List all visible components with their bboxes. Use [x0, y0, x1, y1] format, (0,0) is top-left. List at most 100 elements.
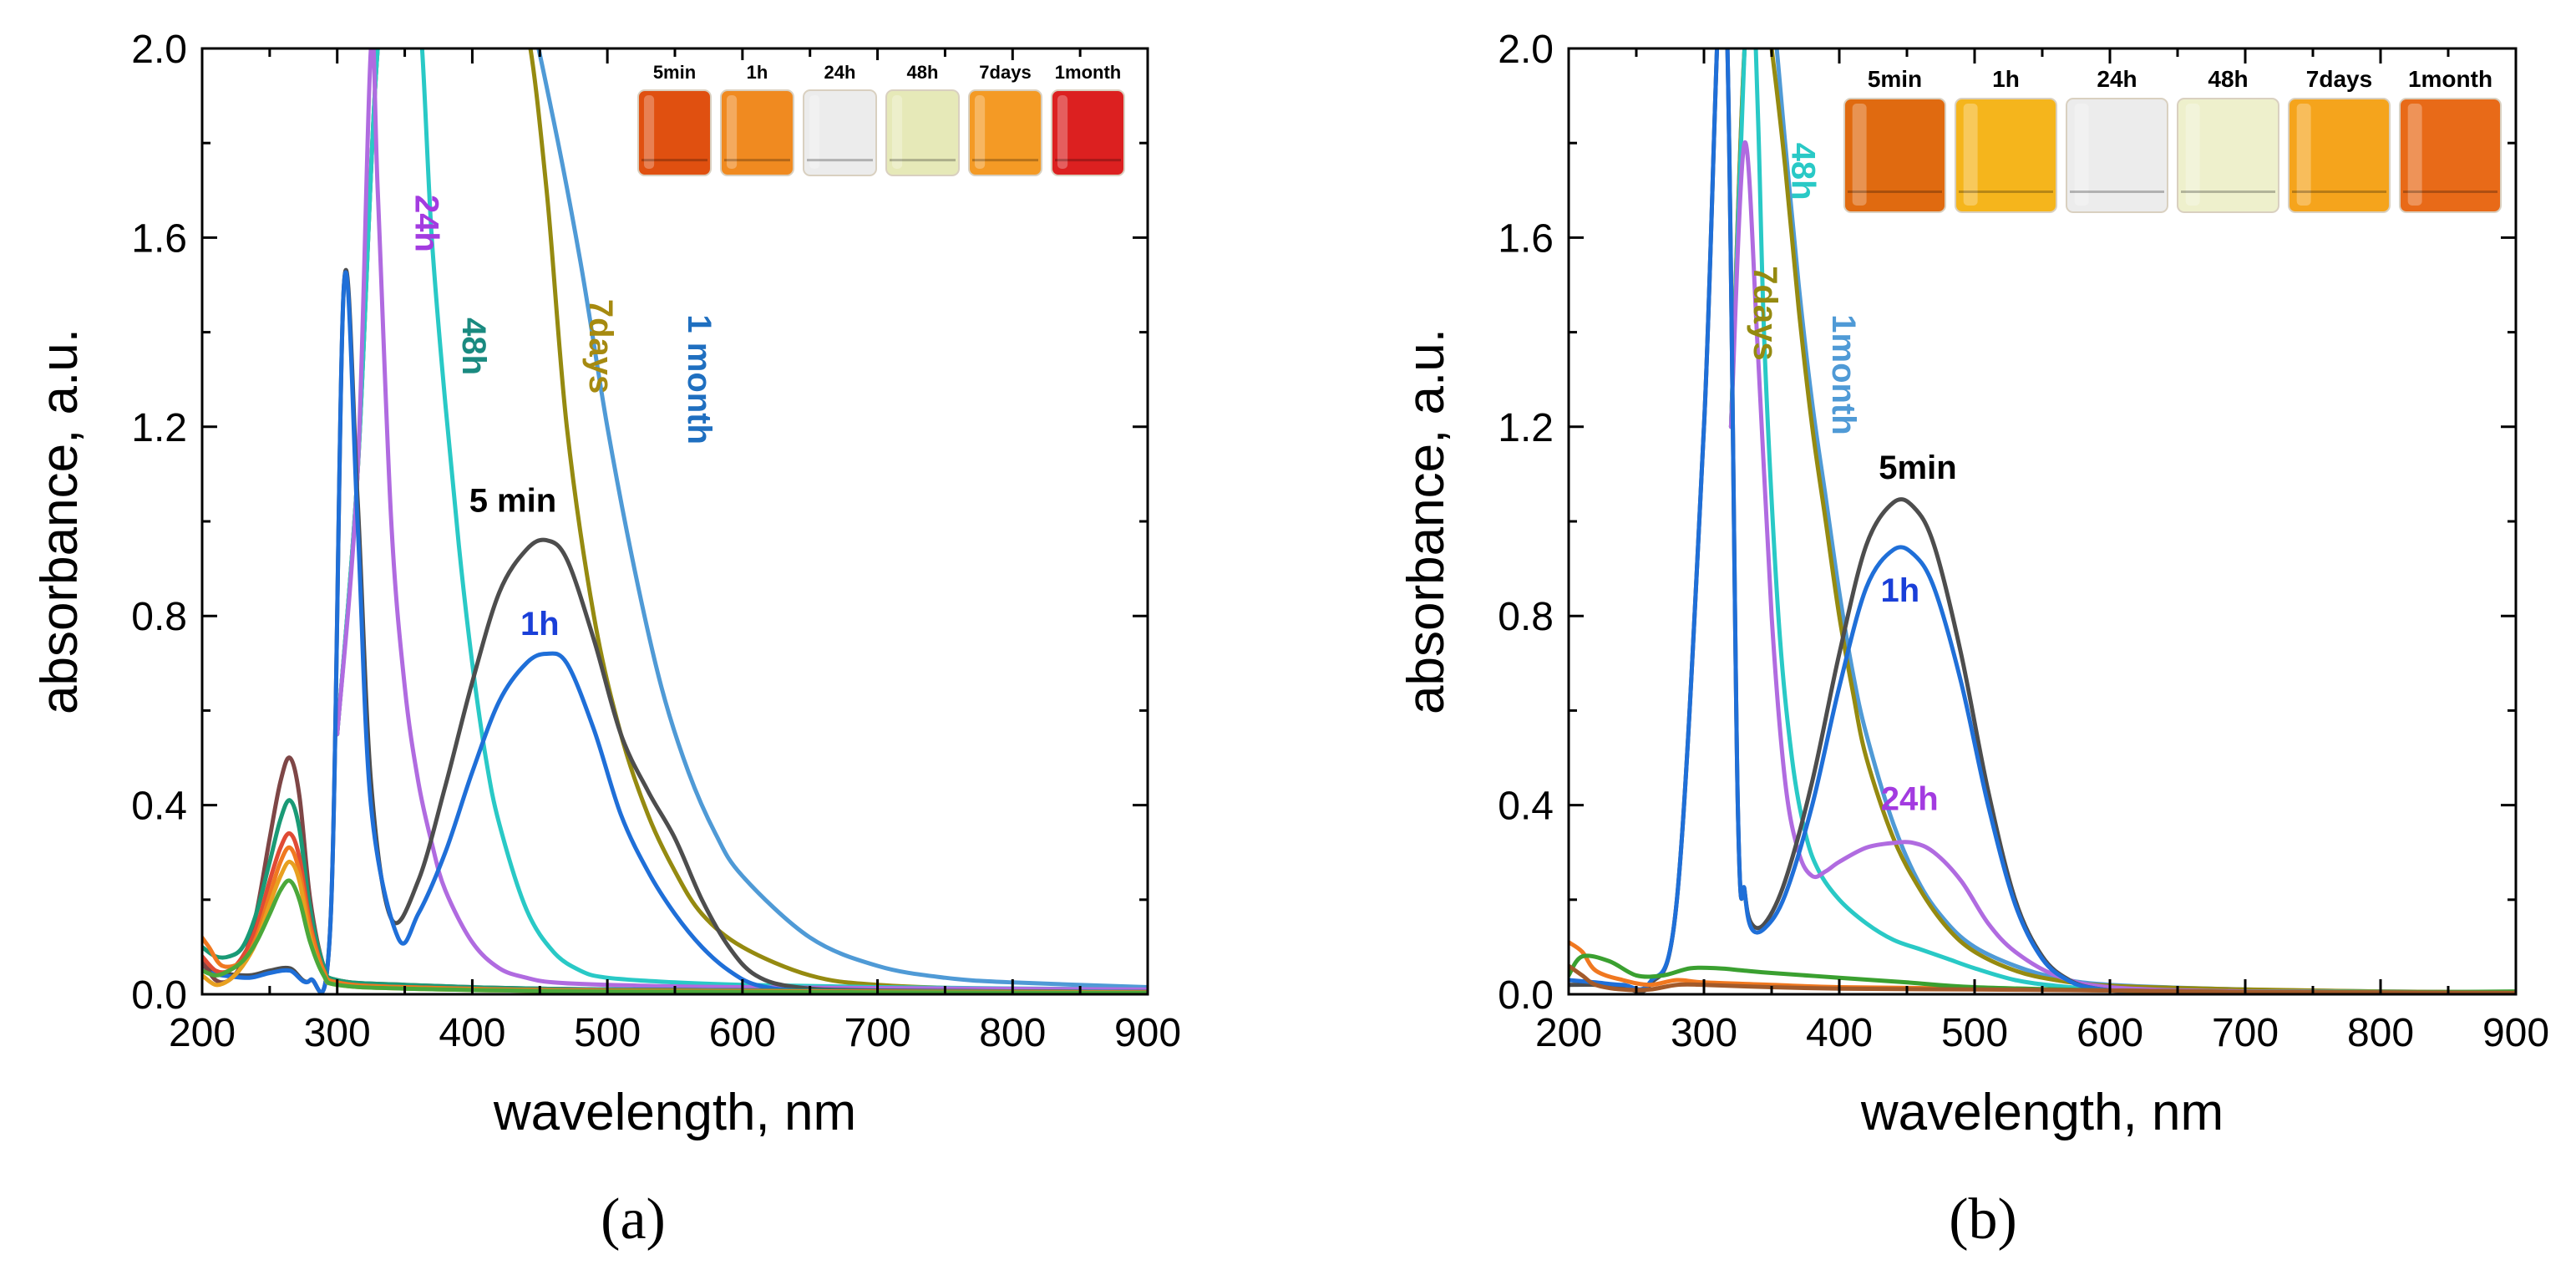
vial-highlight	[643, 95, 655, 169]
x-tick-label: 200	[169, 1011, 236, 1055]
y-tick-label: 1.2	[131, 406, 187, 450]
panel-label: (a)	[601, 1187, 666, 1252]
y-tick-label: 1.2	[1498, 406, 1554, 450]
y-tick-label: 1.6	[131, 216, 187, 261]
series-line-peak-teal	[202, 798, 1148, 994]
x-tick-label: 500	[574, 1011, 641, 1055]
y-tick-label: 0.0	[1498, 973, 1554, 1018]
vial-liquid	[637, 89, 712, 176]
vial: 7days	[2288, 66, 2391, 213]
vial-highlight	[1963, 104, 1978, 206]
vial: 1h	[1955, 66, 2057, 213]
vial-label: 1month	[1055, 62, 1121, 83]
vial-highlight	[974, 95, 986, 169]
vial: 1month	[2399, 66, 2502, 213]
series-group	[1569, 48, 2516, 994]
x-tick-label: 300	[304, 1011, 371, 1055]
vial-label: 1h	[747, 62, 768, 83]
y-tick-label: 0.8	[131, 595, 187, 639]
series-line-flat-brown	[1569, 963, 2516, 994]
x-tick-label: 800	[979, 1011, 1046, 1055]
vial-label: 7days	[979, 62, 1031, 83]
curve-annotation: 1h	[1881, 572, 1920, 609]
vial-label: 5min	[1868, 66, 1922, 92]
x-tick-label: 700	[844, 1011, 911, 1055]
series-line-1h	[1569, 48, 2516, 994]
curve-annotation: 7days	[582, 299, 619, 394]
vial-label: 1h	[1992, 66, 2020, 92]
vial: 48h	[885, 62, 960, 176]
curve-annotation: 24h	[1881, 780, 1939, 817]
curve-annotation: 5 min	[469, 483, 556, 520]
vial-highlight	[726, 95, 738, 169]
vial-label: 5min	[653, 62, 696, 83]
curve-annotation: 5min	[1879, 450, 1956, 486]
y-tick-label: 0.8	[1498, 595, 1554, 639]
x-axis-title: wavelength, nm	[493, 1084, 856, 1141]
vial-liquid	[1051, 89, 1125, 176]
vial: 7days	[968, 62, 1042, 176]
vial-highlight	[891, 95, 903, 169]
y-axis-title: absorbance, a.u.	[1397, 328, 1455, 714]
vial-liquid	[2288, 98, 2391, 213]
series-line-48h	[335, 48, 1148, 992]
vial-label: 1month	[2408, 66, 2492, 92]
y-tick-label: 2.0	[131, 28, 187, 72]
vial-highlight	[1057, 95, 1068, 169]
vial-liquid	[1955, 98, 2057, 213]
series-line-48h	[1728, 48, 2516, 994]
vial: 24h	[2066, 66, 2168, 213]
inset-background	[1839, 64, 2506, 216]
curve-annotation: 1 month	[681, 314, 718, 444]
vial-liquid	[1843, 98, 1946, 213]
series-line-peak-amber	[202, 860, 1148, 994]
curve-annotation: 1h	[520, 606, 560, 643]
x-tick-label: 600	[709, 1011, 776, 1055]
series-line-peak-green	[202, 878, 1148, 994]
series-line-1-month	[335, 48, 1148, 989]
vial: 5min	[637, 62, 712, 176]
vial-label: 48h	[907, 62, 939, 83]
vial: 48h	[2177, 66, 2279, 213]
vial-photo-inset: 5min 1h 24h 48h 7days 1month	[1839, 64, 2506, 216]
panel-a: 200 300 400 500 600 700 800 900 0.0 0.4 0.8 1.2 1.6 2…	[31, 28, 1181, 1252]
vial: 1month	[1051, 62, 1125, 176]
series-line-7days	[335, 48, 1148, 993]
vial-photo-inset: 5min 1h 24h 48h 7days 1month	[633, 60, 1129, 179]
x-tick-label: 500	[1941, 1011, 2008, 1055]
curve-annotation: 48h	[1784, 143, 1821, 201]
plot-frame	[200, 47, 1149, 996]
x-tick-label: 700	[2212, 1011, 2279, 1055]
vial-liquid	[2177, 98, 2279, 213]
y-tick-label: 1.6	[1498, 216, 1554, 261]
vial-liquid	[2066, 98, 2168, 213]
vial-liquid	[2399, 98, 2502, 213]
vial: 24h	[803, 62, 877, 176]
panel-label: (b)	[1949, 1187, 2017, 1252]
x-tick-label: 900	[1114, 1011, 1181, 1055]
y-axis-title: absorbance, a.u.	[31, 328, 89, 714]
vial-label: 48h	[2208, 66, 2248, 92]
vial-label: 7days	[2306, 66, 2372, 92]
vial-highlight	[2296, 104, 2311, 206]
y-tick-label: 0.4	[131, 785, 187, 829]
x-tick-label: 300	[1671, 1011, 1737, 1055]
x-tick-label: 200	[1535, 1011, 1602, 1055]
vial-highlight	[2074, 104, 2089, 206]
vial-liquid	[885, 89, 960, 176]
vial-label: 24h	[824, 62, 856, 83]
y-tick-label: 0.4	[1498, 785, 1554, 829]
inset-background	[633, 60, 1129, 179]
x-tick-label: 400	[439, 1011, 505, 1055]
vial-liquid	[803, 89, 877, 176]
x-tick-label: 400	[1806, 1011, 1873, 1055]
curve-annotation: 24h	[408, 195, 445, 252]
curve-annotation: 1month	[1825, 314, 1862, 434]
y-tick-label: 2.0	[1498, 28, 1554, 72]
vial-highlight	[2185, 104, 2200, 206]
x-tick-label: 800	[2347, 1011, 2414, 1055]
series-line-24h	[335, 48, 1148, 992]
x-tick-label: 600	[2077, 1011, 2143, 1055]
vial-highlight	[1852, 104, 1867, 206]
